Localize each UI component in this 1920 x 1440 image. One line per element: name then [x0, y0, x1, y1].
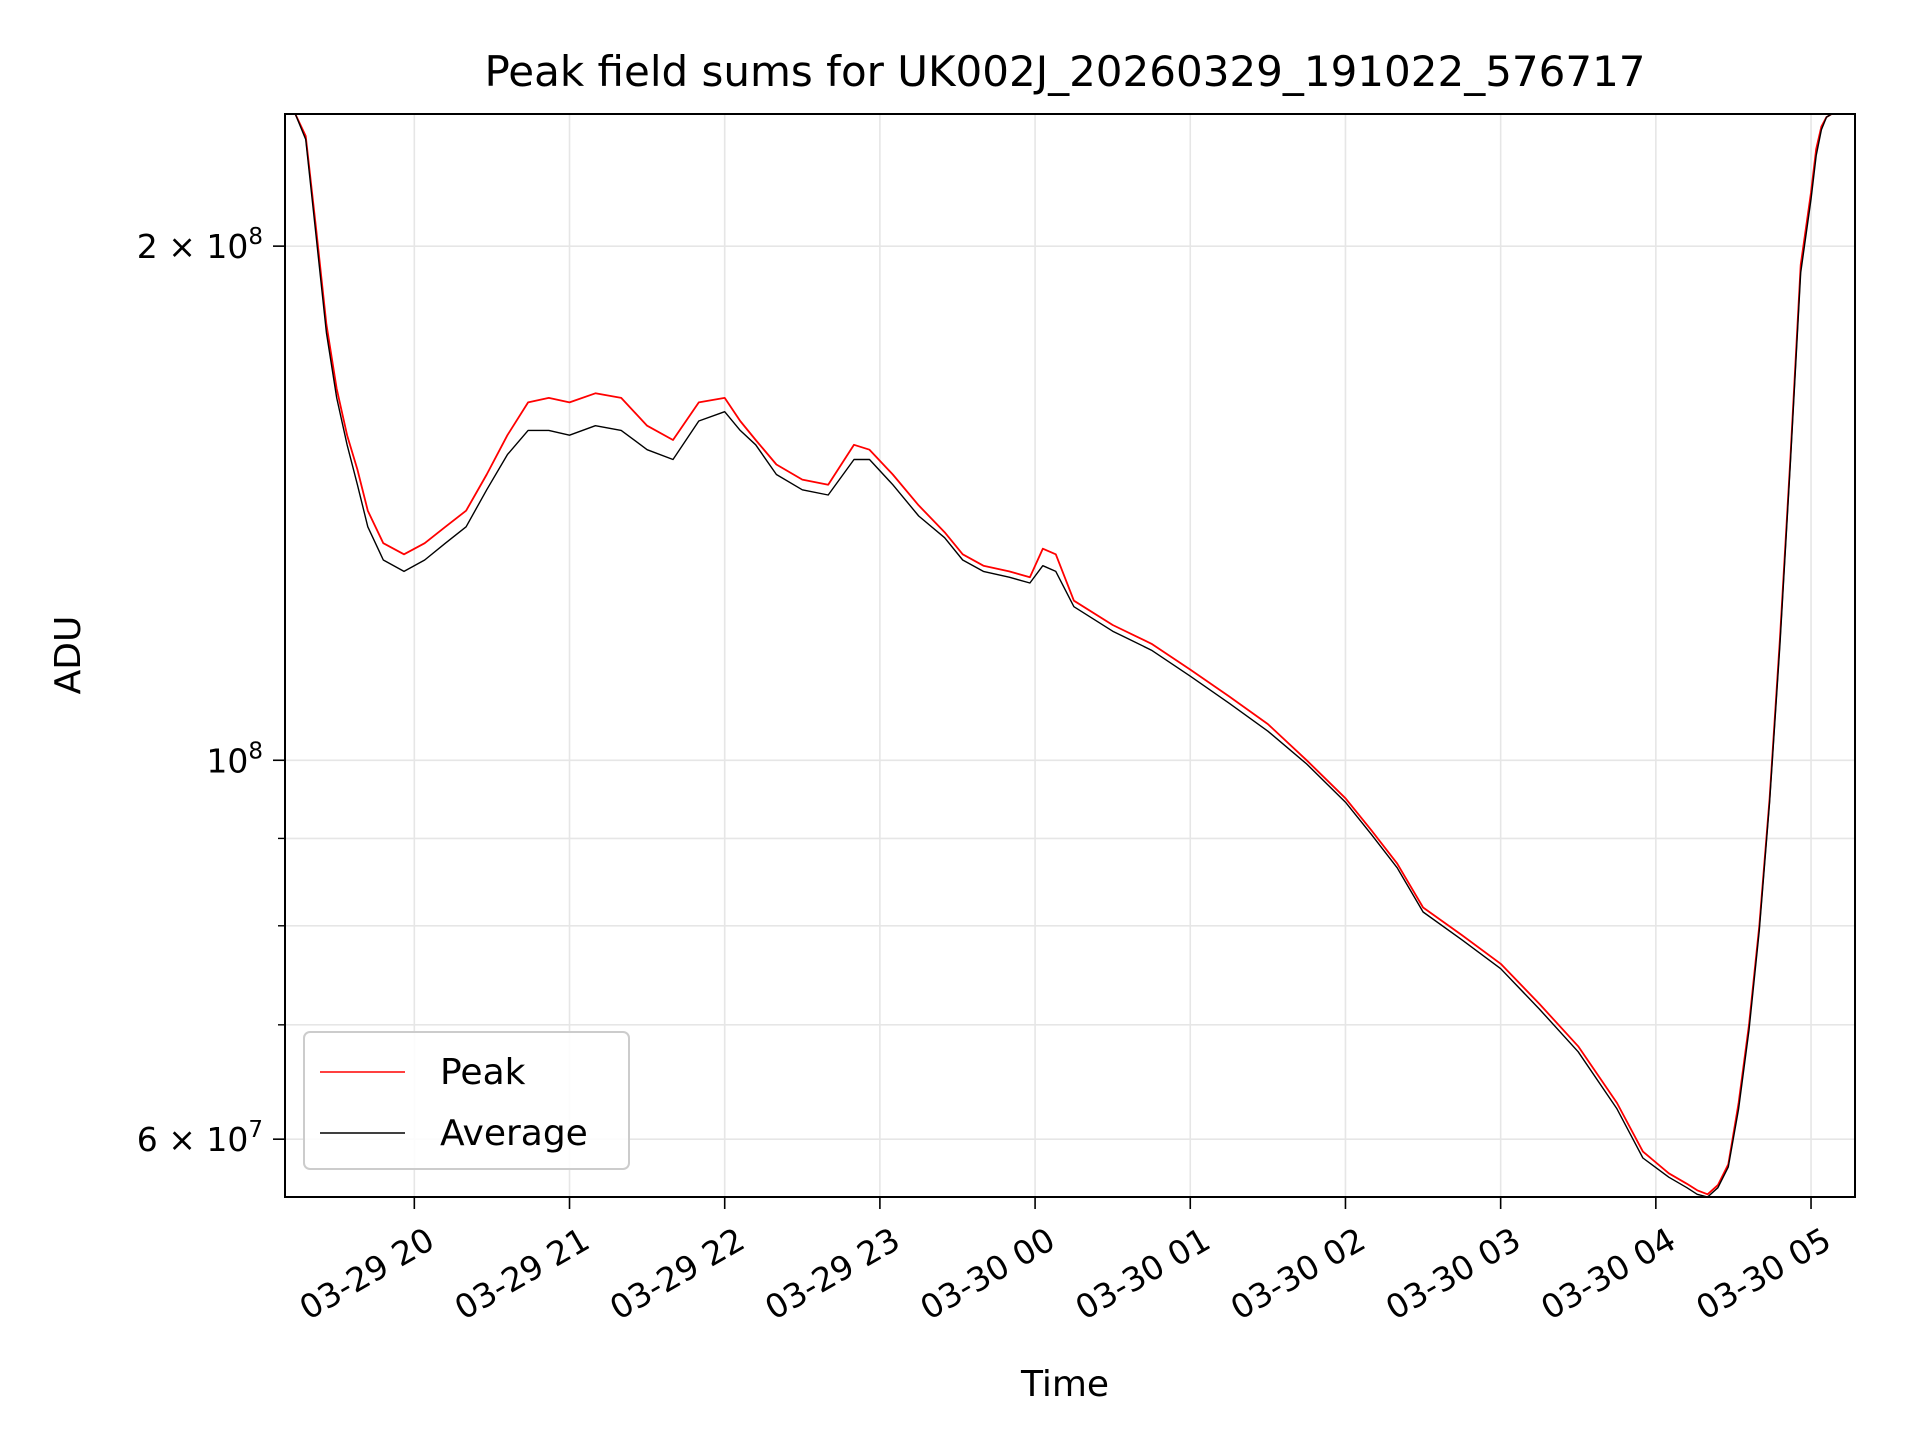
legend: Peak Average [303, 1031, 630, 1170]
plot-frame [284, 113, 1856, 1198]
legend-label-average: Average [440, 1113, 588, 1154]
y-tick-label: 6 × 107 [137, 1117, 263, 1159]
series-line-average [285, 113, 1855, 1198]
legend-label-peak: Peak [440, 1052, 526, 1093]
series-line-peak [285, 113, 1855, 1196]
y-axis: 6 × 107 108 2 × 108 [137, 224, 285, 1159]
y-axis-label: ADU [48, 616, 89, 695]
series-group [285, 113, 1855, 1198]
chart-title: Peak field sums for UK002J_20260329_1910… [484, 47, 1645, 96]
y-tick-label: 108 [206, 738, 263, 780]
legend-box [303, 1031, 630, 1170]
y-tick-label: 2 × 108 [137, 224, 263, 266]
x-axis-label: Time [1020, 1364, 1109, 1405]
